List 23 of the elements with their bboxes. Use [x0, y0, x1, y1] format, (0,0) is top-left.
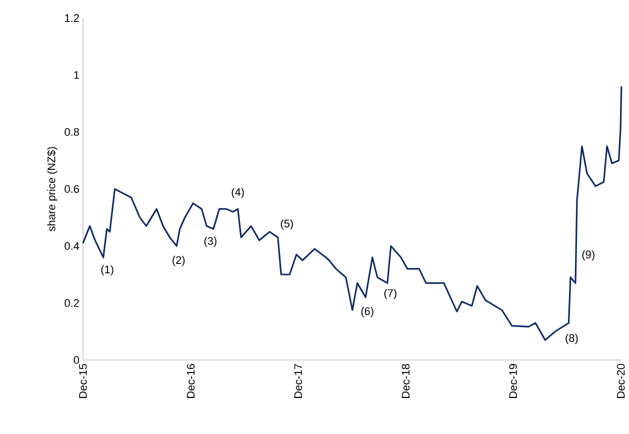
- annotation: (8): [566, 334, 578, 344]
- annotation: (4): [232, 188, 244, 198]
- annotation: (1): [101, 265, 114, 276]
- annotation: (6): [361, 307, 374, 318]
- y-axis-title: share price (NZ$): [47, 147, 58, 232]
- y-tick-label: 1.2: [65, 14, 79, 22]
- x-tick-label: Dec-18: [402, 364, 410, 398]
- x-tick-label: Dec-15: [79, 364, 87, 398]
- x-tick-label: Dec-20: [616, 364, 625, 398]
- annotation: (5): [280, 219, 293, 230]
- x-tick-label: Dec-19: [509, 364, 517, 398]
- annotation: (3): [204, 236, 216, 247]
- annotation: (9): [582, 250, 594, 261]
- annotation: (7): [384, 288, 396, 300]
- y-tick-label: 0.2: [64, 299, 79, 307]
- x-tick-label: Dec-16: [186, 364, 195, 398]
- y-tick-label: 0.6: [64, 185, 79, 193]
- y-tick-label: 0: [74, 356, 80, 364]
- y-tick-label: 1: [74, 71, 79, 79]
- x-tick-label: Dec-17: [294, 364, 302, 398]
- y-tick-label: 0.4: [64, 242, 80, 250]
- y-tick-label: 0.8: [64, 128, 79, 136]
- annotation: (2): [172, 256, 185, 266]
